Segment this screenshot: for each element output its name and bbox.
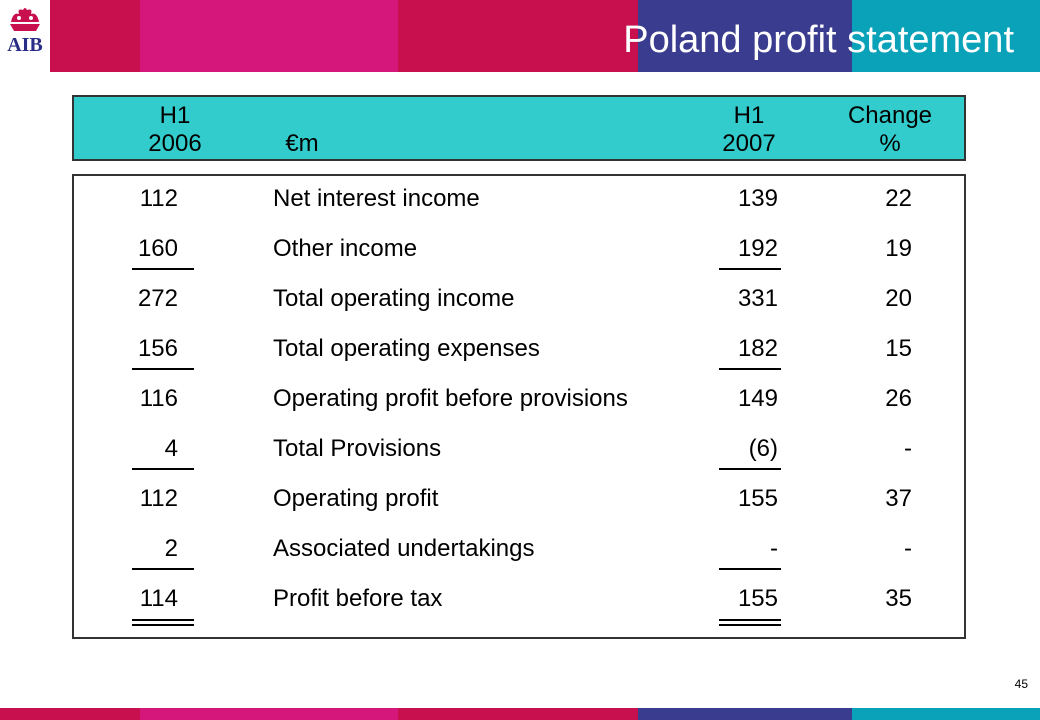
table-row: 116 Operating profit before provisions 1… (74, 384, 964, 414)
cell-h1-2006: 160 (137, 235, 178, 262)
subtotal-rule (132, 268, 194, 270)
profit-table: 112 Net interest income 139 22 160 Other… (72, 174, 966, 639)
banner-segment-navy (638, 0, 852, 72)
aib-logo: AIB (0, 0, 50, 72)
cell-change: 37 (885, 485, 912, 512)
table-row: 156 Total operating expenses 182 15 (74, 334, 964, 364)
subtotal-rule (719, 268, 781, 270)
table-row: 112 Operating profit 155 37 (74, 484, 964, 514)
header-h1-2007-line2: 2007 (722, 130, 776, 157)
cell-label: Total Provisions (273, 435, 442, 462)
header-h1-2006-line1: H1 (159, 102, 191, 129)
header-currency-line2: €m (285, 130, 319, 157)
cell-h1-2007: (6) (748, 435, 778, 462)
footer-segment-magenta (140, 708, 398, 720)
table-row: 2 Associated undertakings - - (74, 534, 964, 564)
subtotal-rule (719, 568, 781, 570)
header-change: Change % (830, 102, 950, 158)
page-title: Poland profit statement (623, 19, 1014, 61)
table-row: 272 Total operating income 331 20 (74, 284, 964, 314)
cell-h1-2007: - (770, 535, 778, 562)
cell-label: Operating profit (273, 485, 439, 512)
total-double-rule (719, 619, 781, 626)
cell-h1-2006: 4 (164, 435, 178, 462)
subtotal-rule (132, 468, 194, 470)
cell-h1-2007: 192 (737, 235, 778, 262)
cell-change: 19 (885, 235, 912, 262)
cell-h1-2006: 272 (137, 285, 178, 312)
cell-label: Other income (273, 235, 418, 262)
cell-label: Operating profit before provisions (273, 385, 628, 412)
footer-segment-navy (638, 708, 852, 720)
header-change-line2: % (879, 130, 901, 157)
footer-segment-red-2 (398, 708, 638, 720)
cell-h1-2007: 155 (737, 485, 778, 512)
cell-h1-2007: 139 (737, 185, 778, 212)
cell-h1-2006: 156 (137, 335, 178, 362)
cell-h1-2006: 116 (139, 385, 178, 412)
title-banner: AIB Poland profit statement (0, 0, 1040, 72)
cell-change: - (904, 435, 912, 462)
header-h1-2007: H1 2007 (714, 102, 784, 158)
table-row: 112 Net interest income 139 22 (74, 184, 964, 214)
cell-change: 15 (885, 335, 912, 362)
table-header: H1 2006 €m H1 2007 Change % (72, 95, 966, 161)
logo-text: AIB (7, 34, 43, 56)
cell-h1-2006: 2 (164, 535, 178, 562)
header-h1-2006-line2: 2006 (148, 130, 202, 157)
total-double-rule (132, 619, 194, 626)
cell-h1-2006: 112 (139, 485, 178, 512)
footer-strip (0, 708, 1040, 720)
header-currency: €m (272, 102, 332, 158)
cell-change: 22 (885, 185, 912, 212)
table-row: 114 Profit before tax 155 35 (74, 584, 964, 614)
subtotal-rule (719, 468, 781, 470)
cell-change: 35 (885, 585, 912, 612)
cell-label: Total operating expenses (273, 335, 540, 362)
banner-segment-teal (852, 0, 1040, 72)
cell-change: 20 (885, 285, 912, 312)
cell-h1-2007: 182 (737, 335, 778, 362)
footer-segment-red (0, 708, 140, 720)
banner-segment-red-2 (398, 0, 638, 72)
subtotal-rule (132, 368, 194, 370)
table-row: 4 Total Provisions (6) - (74, 434, 964, 464)
cell-h1-2007: 331 (737, 285, 778, 312)
cell-h1-2007: 155 (737, 585, 778, 612)
cell-label: Profit before tax (273, 585, 443, 612)
table-row: 160 Other income 192 19 (74, 234, 964, 264)
cell-label: Total operating income (273, 285, 515, 312)
header-h1-2007-line1: H1 (733, 102, 765, 129)
cell-h1-2007: 149 (737, 385, 778, 412)
cell-label: Associated undertakings (273, 535, 535, 562)
header-change-line1: Change (847, 102, 933, 129)
cell-h1-2006: 112 (139, 185, 178, 212)
cell-change: 26 (885, 385, 912, 412)
ark-logo-icon (10, 8, 40, 31)
header-h1-2006: H1 2006 (140, 102, 210, 158)
header-currency-line1 (272, 102, 332, 130)
subtotal-rule (719, 368, 781, 370)
subtotal-rule (132, 568, 194, 570)
cell-h1-2006: 114 (139, 585, 178, 612)
footer-segment-teal (852, 708, 1040, 720)
cell-change: - (904, 535, 912, 562)
page-number: 45 (1014, 677, 1028, 691)
cell-label: Net interest income (273, 185, 480, 212)
banner-segment-magenta (140, 0, 398, 72)
